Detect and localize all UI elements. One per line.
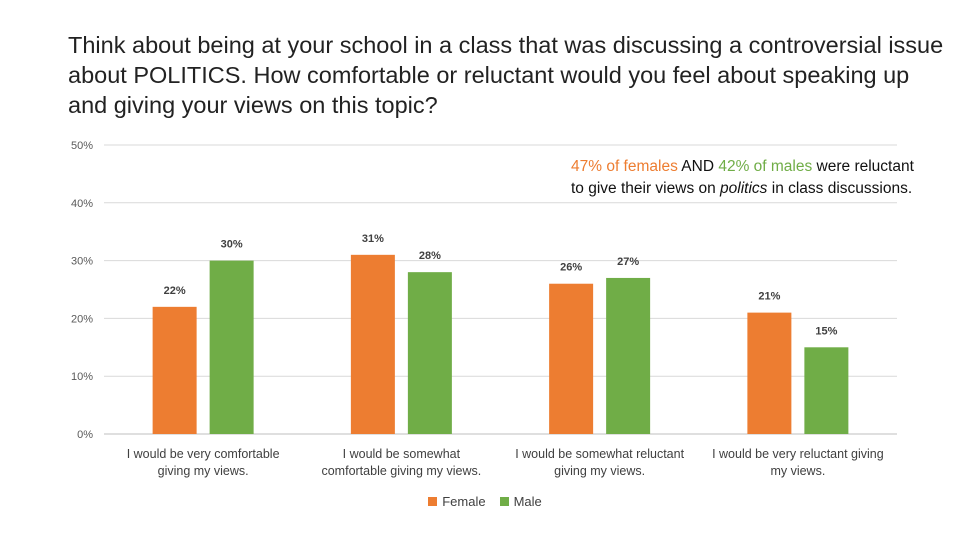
x-tick-label-line: giving my views. — [157, 464, 249, 478]
data-label: 21% — [758, 291, 780, 303]
data-label: 22% — [164, 285, 186, 297]
x-tick-label-line: I would be somewhat — [342, 447, 461, 461]
chart-title: Think about being at your school in a cl… — [68, 32, 944, 118]
legend-item-female: Female — [428, 494, 486, 509]
bar-male — [804, 347, 849, 434]
y-tick-label: 0% — [77, 429, 93, 441]
data-label: 30% — [221, 239, 243, 251]
bar-male — [407, 272, 452, 434]
data-label: 28% — [419, 250, 441, 262]
x-tick-label: I would be somewhat reluctant giving my v… — [500, 446, 700, 480]
bar-female — [350, 254, 395, 434]
y-tick-label: 10% — [71, 371, 93, 383]
x-tick-label: I would be somewhat comfortable giving my… — [301, 446, 501, 480]
x-tick-label-line: my views. — [770, 464, 826, 478]
legend-item-male: Male — [499, 494, 542, 509]
x-tick-label-line: I would be somewhat reluctant — [515, 447, 685, 461]
annotation-text-1: were reluctant to give their views on — [571, 158, 914, 197]
annotation-italic-word: politics — [720, 180, 768, 197]
x-tick-label: I would be very comfortable giving my vie… — [103, 446, 303, 480]
bar-female — [549, 283, 594, 434]
annotation-male-stat: 42% of males — [718, 158, 813, 175]
legend: Female Male — [0, 494, 970, 509]
x-tick-label-line: I would be very comfortable — [126, 447, 280, 461]
y-tick-label: 20% — [71, 313, 93, 325]
y-tick-label: 30% — [71, 256, 93, 268]
legend-label-male: Male — [513, 494, 542, 509]
x-tick-label-line: comfortable giving my views. — [321, 464, 482, 478]
annotation-text-2: in class discussions. — [767, 180, 913, 197]
bar-male — [606, 277, 651, 434]
annotation-female-stat: 47% of females — [571, 158, 678, 175]
y-tick-label: 40% — [71, 198, 93, 210]
data-label: 26% — [560, 262, 582, 274]
legend-label-female: Female — [442, 494, 486, 509]
y-tick-label: 50% — [71, 140, 93, 152]
data-label: 31% — [362, 233, 384, 245]
legend-swatch-male — [499, 497, 509, 506]
legend-swatch-female — [428, 497, 438, 506]
annotation-and: AND — [677, 158, 719, 175]
data-label: 15% — [815, 325, 837, 337]
x-tick-label-line: I would be very reluctant giving — [712, 447, 884, 461]
bar-female — [747, 312, 792, 434]
x-tick-label-line: giving my views. — [554, 464, 646, 478]
x-tick-label: I would be very reluctant giving my views… — [698, 446, 898, 480]
data-label: 27% — [617, 256, 639, 268]
bar-female — [152, 306, 197, 434]
bar-male — [209, 260, 254, 434]
chart-annotation: 47% of females AND 42% of males were rel… — [571, 156, 931, 200]
